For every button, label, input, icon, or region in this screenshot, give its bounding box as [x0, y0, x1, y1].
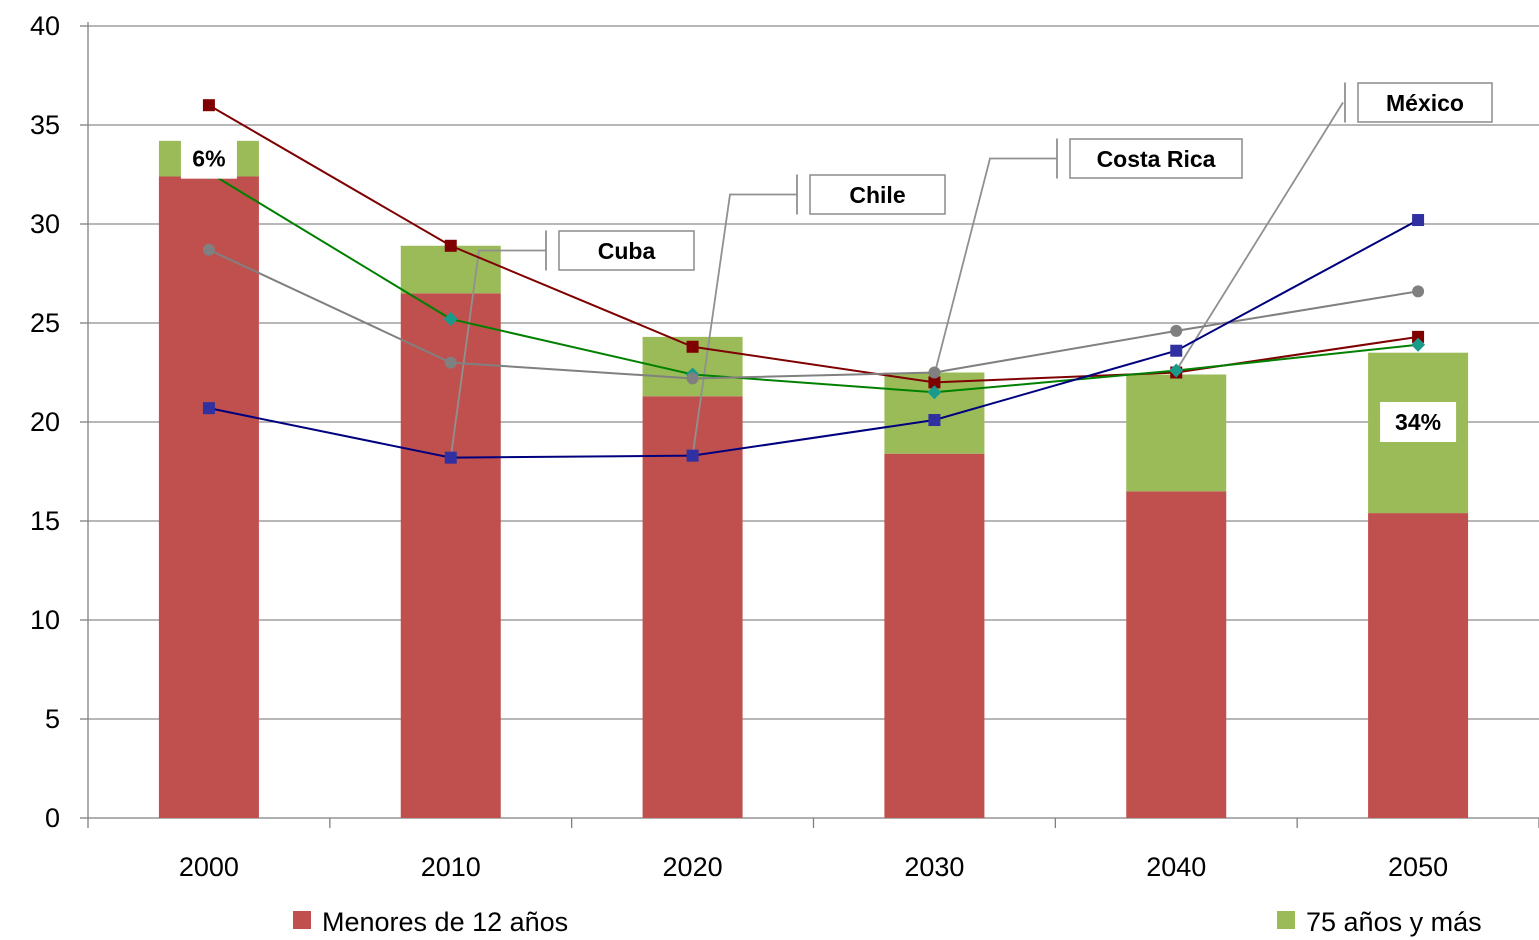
series-point [928, 366, 941, 379]
series-line [208, 171, 1419, 394]
series-point [1412, 285, 1425, 298]
bar-labels: 6% 34% [180, 138, 1457, 442]
callout-leader [449, 249, 546, 458]
bar-mayores [400, 245, 501, 294]
legend-swatch [1277, 911, 1295, 929]
x-tick-label: 2010 [421, 852, 481, 882]
callout-label: Cuba [598, 238, 656, 264]
bar-data-label: 6% [192, 146, 225, 172]
callout-leader [691, 193, 797, 456]
series-point [1170, 344, 1183, 357]
legend: Menores de 12 años 75 años y más [293, 907, 1482, 937]
series-point [202, 402, 215, 415]
callout-box [1069, 138, 1243, 179]
series-point [444, 451, 457, 464]
y-tick-label: 20 [30, 407, 60, 437]
series-point [1412, 214, 1425, 227]
bars [158, 140, 1469, 819]
legend-swatch [293, 911, 311, 929]
x-tick-label: 2000 [179, 852, 239, 882]
x-tick-label: 2040 [1146, 852, 1206, 882]
series-point [444, 239, 457, 252]
y-tick-label: 10 [30, 605, 60, 635]
series-point [443, 312, 458, 327]
series-point [928, 414, 941, 427]
bar-menores [400, 293, 501, 818]
bar-menores [1368, 513, 1469, 818]
series-line [208, 248, 1419, 380]
series-point [1412, 330, 1425, 343]
series-point [202, 99, 215, 112]
callout-label: Chile [849, 182, 905, 208]
x-tick-label: 2020 [663, 852, 723, 882]
callout-label: Costa Rica [1097, 146, 1216, 172]
y-tick-label: 25 [30, 308, 60, 338]
y-tick-label: 0 [45, 803, 60, 833]
y-tick-label: 40 [30, 11, 60, 41]
legend-label: Menores de 12 años [322, 907, 568, 937]
callout-box [1357, 82, 1493, 123]
callout-box [809, 174, 946, 215]
y-tick-label: 15 [30, 506, 60, 536]
bar-menores [158, 176, 259, 819]
series-point [1169, 363, 1184, 378]
bar-menores [1126, 491, 1227, 818]
y-axis: 0 5 10 15 20 25 30 35 40 [30, 11, 89, 833]
series-point [686, 449, 699, 462]
y-tick-label: 35 [30, 110, 60, 140]
bar-data-label: 34% [1395, 409, 1441, 435]
bar-menores [642, 396, 743, 818]
bar-label-bg [1380, 402, 1457, 442]
legend-label: 75 años y más [1306, 907, 1482, 937]
series-point [928, 376, 941, 389]
bar-label-bg [180, 138, 237, 179]
series-point [927, 385, 942, 400]
series-line [208, 219, 1419, 459]
callout-label: México [1386, 90, 1464, 116]
x-tick-label: 2030 [904, 852, 964, 882]
series-point [202, 243, 215, 256]
x-tick-label: 2050 [1388, 852, 1448, 882]
bar-menores [884, 453, 985, 818]
series-point [1411, 337, 1426, 352]
x-axis: 2000 2010 2020 2030 2040 2050 [87, 817, 1539, 882]
gridlines [88, 25, 1539, 720]
callouts: Cuba Chile Costa Rica México [558, 82, 1493, 271]
bar-mayores [1126, 374, 1227, 492]
series-point [1170, 324, 1183, 337]
y-tick-label: 5 [45, 704, 60, 734]
callout-box [558, 230, 695, 271]
series-point [686, 372, 699, 385]
y-tick-label: 30 [30, 209, 60, 239]
series-point [686, 340, 699, 353]
series-point [444, 356, 457, 369]
callout-leader [933, 157, 1057, 375]
